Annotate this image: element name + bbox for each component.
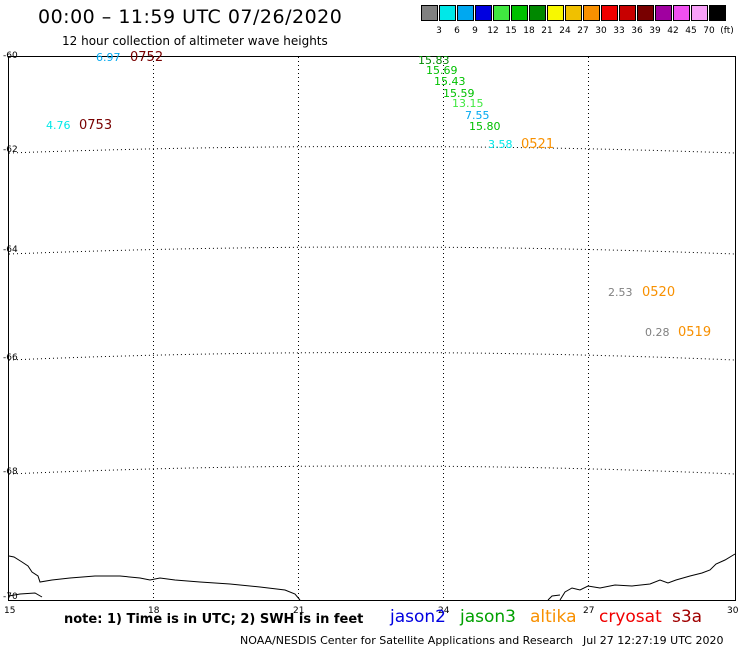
swh-observation: 3.58: [488, 138, 513, 151]
lat-label-62: -62: [3, 145, 18, 155]
legend-label: 45: [685, 26, 697, 36]
pass-time: 0520: [642, 285, 676, 300]
swh-observation: 15.80: [469, 120, 501, 133]
legend-swatch: [421, 5, 438, 21]
coastline-east: [559, 553, 736, 601]
legend-label: 24: [559, 26, 571, 36]
swh-observation: 7.55: [465, 109, 490, 122]
legend-label: 42: [667, 26, 679, 36]
coastline-west: [8, 555, 301, 601]
legend-label: 9: [472, 26, 478, 36]
legend-swatch: [475, 5, 492, 21]
map-border: [8, 56, 736, 601]
satellite-s3a: s3a: [672, 607, 703, 627]
swh-observation: 2.53: [608, 286, 633, 299]
legend-label: 12: [487, 26, 499, 36]
legend-swatch: [583, 5, 600, 21]
legend-swatch: [457, 5, 474, 21]
legend-label: 27: [577, 26, 589, 36]
legend-swatch: [673, 5, 690, 21]
legend-swatch: [601, 5, 618, 21]
parallel-68: [8, 465, 736, 475]
legend-swatch: [637, 5, 654, 21]
swh-observation: 15.43: [434, 75, 466, 88]
parallel-66: [8, 352, 736, 361]
footer-credit: NOAA/NESDIS Center for Satellite Applica…: [240, 634, 574, 647]
lat-label-68: -68: [3, 467, 18, 477]
graticule: [8, 57, 736, 600]
swh-observation: 4.76: [46, 119, 71, 132]
pass-time: 0752: [130, 50, 164, 65]
legend-swatch: [547, 5, 564, 21]
legend-swatch: [439, 5, 456, 21]
legend-label: 21: [541, 26, 553, 36]
lat-label-70: -70: [3, 592, 18, 602]
legend-label: 39: [649, 26, 661, 36]
legend-swatch: [619, 5, 636, 21]
map-title: 00:00 – 11:59 UTC 07/26/2020: [38, 6, 343, 28]
map-subtitle: 12 hour collection of altimeter wave hei…: [62, 34, 328, 48]
legend-label: 18: [523, 26, 535, 36]
parallel-62: [8, 146, 736, 154]
swh-observation: 15.59: [443, 87, 475, 100]
legend-label: 33: [613, 26, 625, 36]
lon-label-30: 30: [727, 606, 739, 616]
swh-observation: 6.97: [96, 51, 121, 64]
satellite-altika: altika: [530, 607, 577, 627]
pass-time: 0753: [79, 118, 113, 133]
legend-swatch: [493, 5, 510, 21]
lat-label-66: -66: [3, 353, 18, 363]
coastline-west-shelf: [8, 592, 43, 598]
legend-label: 15: [505, 26, 517, 36]
parallel-64: [8, 246, 736, 255]
legend-label: 36: [631, 26, 643, 36]
lon-label-24: 24: [438, 606, 450, 616]
legend-swatch: [655, 5, 672, 21]
pass-time: 0521: [521, 137, 555, 152]
legend-label: 3: [436, 26, 442, 36]
coastline: [8, 553, 736, 601]
footer-timestamp: Jul 27 12:27:19 UTC 2020: [583, 634, 724, 647]
satellite-jason3: jason3: [460, 607, 516, 627]
pass-time: 0519: [678, 325, 712, 340]
lat-label-64: -64: [3, 245, 18, 255]
swh-observation: 13.15: [452, 97, 484, 110]
lon-label-27: 27: [583, 606, 595, 616]
swh-observation: 15.69: [426, 64, 458, 77]
swh-observation: 0.28: [645, 326, 670, 339]
map-frame: [8, 56, 736, 601]
lon-label-18: 18: [148, 606, 160, 616]
legend-label: 70: [703, 26, 715, 36]
legend-swatch: [691, 5, 708, 21]
satellite-jason2: jason2: [390, 607, 446, 627]
legend-swatch: [565, 5, 582, 21]
legend-swatch: [709, 5, 726, 21]
legend-swatch: [511, 5, 528, 21]
legend-label: 6: [454, 26, 460, 36]
lat-label-60: -60: [3, 51, 18, 61]
coastline-east-inlet: [547, 594, 561, 601]
note-text: note: 1) Time is in UTC; 2) SWH is in fe…: [64, 612, 364, 627]
satellite-cryosat: cryosat: [599, 607, 662, 627]
legend-label: 30: [595, 26, 607, 36]
legend-swatch: [529, 5, 546, 21]
legend-unit: (ft): [720, 26, 734, 36]
lon-label-21: 21: [293, 606, 305, 616]
swh-observation: 15.83: [418, 54, 450, 67]
lon-label-15: 15: [4, 606, 16, 616]
